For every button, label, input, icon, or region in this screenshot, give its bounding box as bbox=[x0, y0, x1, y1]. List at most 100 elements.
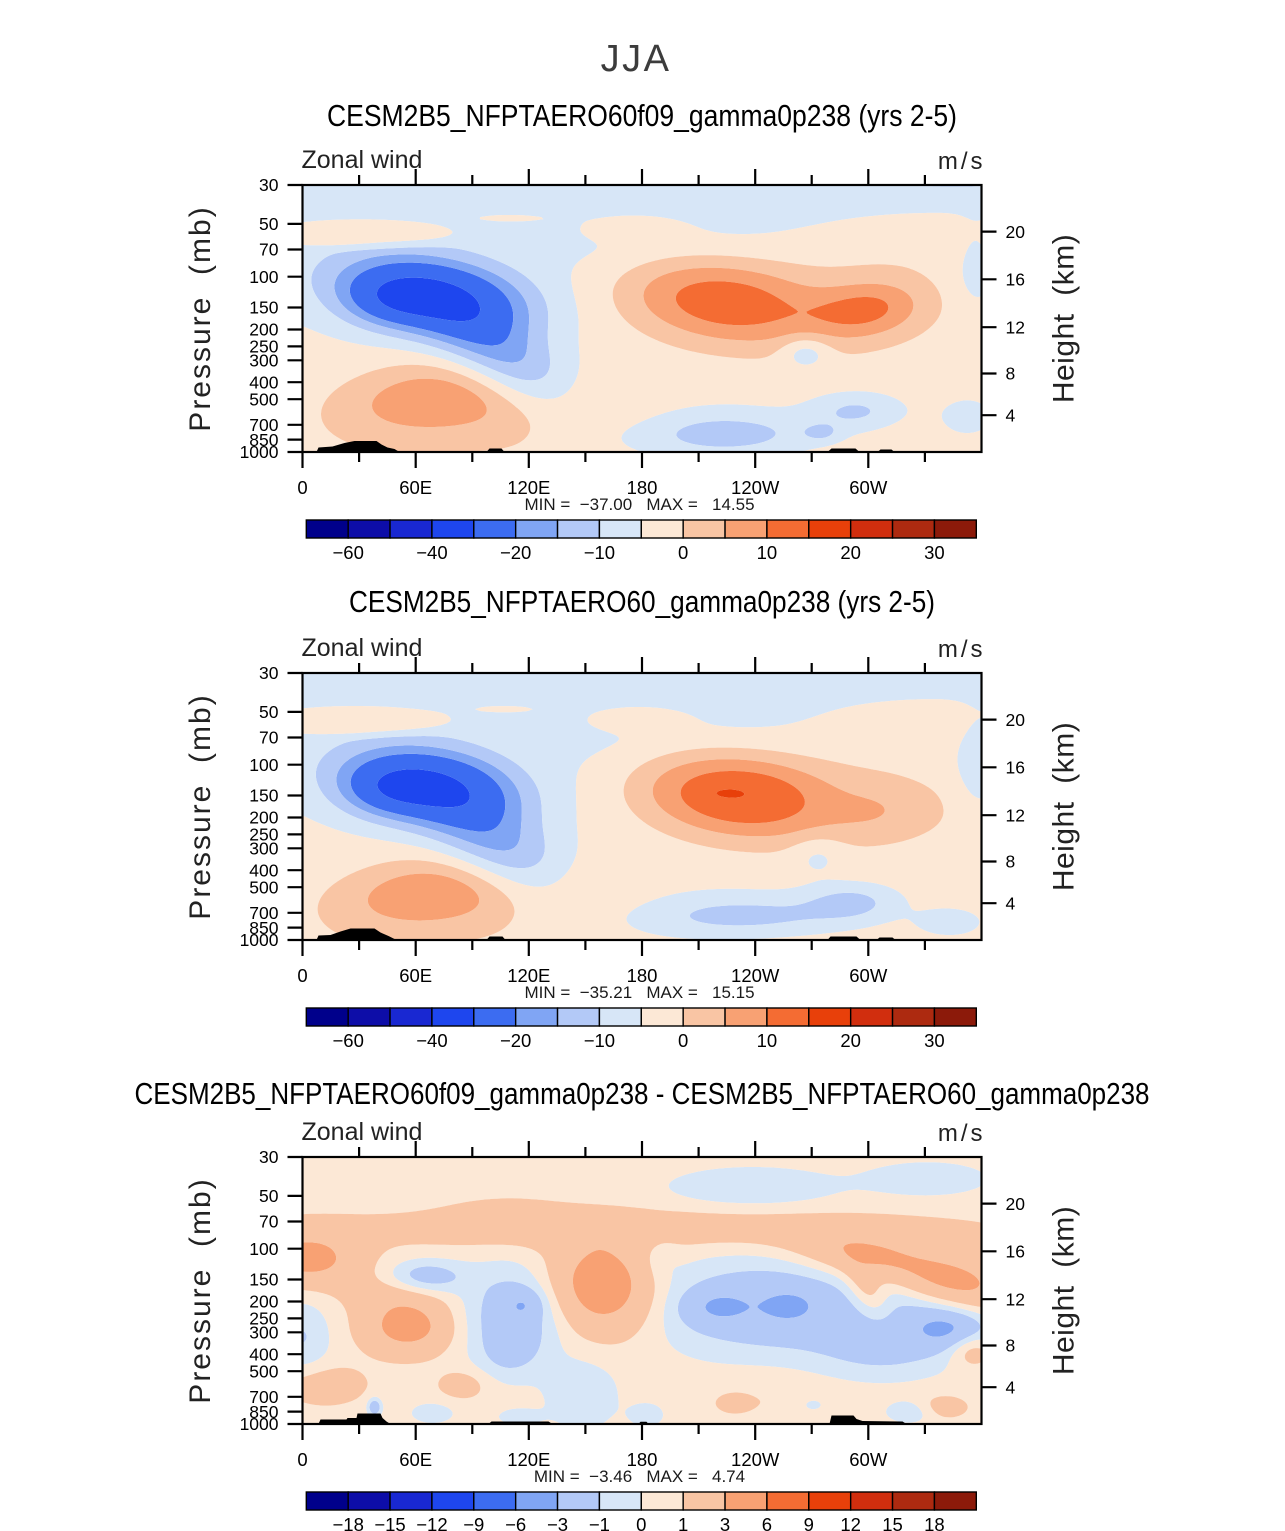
svg-text:8: 8 bbox=[1006, 1336, 1016, 1356]
svg-text:60W: 60W bbox=[849, 1449, 888, 1470]
svg-text:MIN = −37.00 MAX = 14.55: MIN = −37.00 MAX = 14.55 bbox=[524, 495, 754, 514]
svg-text:10: 10 bbox=[757, 1030, 778, 1051]
svg-text:200: 200 bbox=[249, 1292, 278, 1312]
svg-text:300: 300 bbox=[249, 351, 278, 371]
svg-text:50: 50 bbox=[259, 214, 279, 234]
svg-text:4: 4 bbox=[1006, 1377, 1016, 1397]
svg-text:60E: 60E bbox=[399, 477, 432, 498]
svg-text:−40: −40 bbox=[416, 542, 447, 563]
svg-text:4: 4 bbox=[1006, 405, 1016, 425]
svg-text:400: 400 bbox=[249, 1344, 278, 1364]
svg-text:120W: 120W bbox=[731, 1449, 780, 1470]
svg-text:60E: 60E bbox=[399, 965, 432, 986]
svg-text:150: 150 bbox=[249, 298, 278, 318]
svg-text:30: 30 bbox=[259, 663, 279, 683]
svg-text:−60: −60 bbox=[332, 542, 363, 563]
svg-text:250: 250 bbox=[249, 1309, 278, 1329]
svg-text:MIN = −3.46 MAX = 4.74: MIN = −3.46 MAX = 4.74 bbox=[534, 1467, 745, 1486]
svg-text:6: 6 bbox=[762, 1514, 772, 1531]
svg-text:0: 0 bbox=[297, 965, 307, 986]
svg-text:0: 0 bbox=[636, 1514, 646, 1531]
svg-text:−10: −10 bbox=[584, 1030, 615, 1051]
svg-text:400: 400 bbox=[249, 372, 278, 392]
svg-text:250: 250 bbox=[249, 825, 278, 845]
svg-text:850: 850 bbox=[249, 430, 278, 450]
svg-text:Height (km): Height (km) bbox=[1048, 234, 1081, 403]
svg-text:400: 400 bbox=[249, 860, 278, 880]
svg-text:Height (km): Height (km) bbox=[1048, 1206, 1081, 1375]
svg-text:3: 3 bbox=[720, 1514, 730, 1531]
svg-text:30: 30 bbox=[924, 542, 945, 563]
svg-text:−3: −3 bbox=[547, 1514, 568, 1531]
svg-text:50: 50 bbox=[259, 702, 279, 722]
svg-text:0: 0 bbox=[678, 542, 688, 563]
svg-text:70: 70 bbox=[259, 728, 279, 748]
svg-text:100: 100 bbox=[249, 755, 278, 775]
svg-text:150: 150 bbox=[249, 786, 278, 806]
svg-text:300: 300 bbox=[249, 1323, 278, 1343]
svg-text:180: 180 bbox=[627, 477, 658, 498]
svg-text:Zonal wind: Zonal wind bbox=[302, 1118, 423, 1146]
svg-text:500: 500 bbox=[249, 1361, 278, 1381]
svg-text:120W: 120W bbox=[731, 477, 780, 498]
svg-text:700: 700 bbox=[249, 903, 278, 923]
svg-text:−1: −1 bbox=[589, 1514, 610, 1531]
svg-text:120E: 120E bbox=[507, 477, 550, 498]
svg-text:180: 180 bbox=[627, 1449, 658, 1470]
svg-text:−12: −12 bbox=[416, 1514, 447, 1531]
svg-text:500: 500 bbox=[249, 877, 278, 897]
svg-text:0: 0 bbox=[297, 477, 307, 498]
svg-text:0: 0 bbox=[678, 1030, 688, 1051]
svg-text:8: 8 bbox=[1006, 852, 1016, 872]
svg-text:MIN = −35.21 MAX = 15.15: MIN = −35.21 MAX = 15.15 bbox=[524, 983, 754, 1002]
svg-text:CESM2B5_NFPTAERO60f09_gamma0p2: CESM2B5_NFPTAERO60f09_gamma0p238 - CESM2… bbox=[135, 1076, 1150, 1111]
svg-text:16: 16 bbox=[1006, 758, 1025, 778]
svg-text:500: 500 bbox=[249, 389, 278, 409]
svg-text:200: 200 bbox=[249, 808, 278, 828]
svg-text:−15: −15 bbox=[374, 1514, 405, 1531]
svg-text:Pressure (mb): Pressure (mb) bbox=[184, 693, 217, 919]
svg-text:120E: 120E bbox=[507, 1449, 550, 1470]
svg-text:Zonal wind: Zonal wind bbox=[302, 634, 423, 662]
svg-text:4: 4 bbox=[1006, 893, 1016, 913]
svg-text:200: 200 bbox=[249, 320, 278, 340]
svg-text:−20: −20 bbox=[500, 542, 531, 563]
svg-text:30: 30 bbox=[924, 1030, 945, 1051]
svg-text:700: 700 bbox=[249, 1387, 278, 1407]
svg-text:1000: 1000 bbox=[240, 1414, 279, 1434]
svg-text:150: 150 bbox=[249, 1270, 278, 1290]
svg-text:20: 20 bbox=[840, 1030, 861, 1051]
svg-text:850: 850 bbox=[249, 918, 278, 938]
svg-text:9: 9 bbox=[804, 1514, 814, 1531]
svg-text:−60: −60 bbox=[332, 1030, 363, 1051]
svg-text:850: 850 bbox=[249, 1402, 278, 1422]
svg-text:m/s: m/s bbox=[938, 148, 986, 175]
svg-text:30: 30 bbox=[259, 175, 279, 195]
svg-text:−18: −18 bbox=[332, 1514, 363, 1531]
svg-text:20: 20 bbox=[1006, 1194, 1026, 1214]
svg-text:10: 10 bbox=[757, 542, 778, 563]
svg-text:−6: −6 bbox=[505, 1514, 526, 1531]
svg-text:70: 70 bbox=[259, 1212, 279, 1232]
svg-text:12: 12 bbox=[1006, 1289, 1025, 1309]
svg-text:12: 12 bbox=[1006, 317, 1025, 337]
svg-text:100: 100 bbox=[249, 267, 278, 287]
svg-text:60E: 60E bbox=[399, 1449, 432, 1470]
svg-text:100: 100 bbox=[249, 1239, 278, 1259]
svg-text:Height (km): Height (km) bbox=[1048, 722, 1081, 891]
svg-text:12: 12 bbox=[1006, 805, 1025, 825]
svg-text:20: 20 bbox=[1006, 710, 1026, 730]
svg-text:1000: 1000 bbox=[240, 930, 279, 950]
svg-text:300: 300 bbox=[249, 839, 278, 859]
svg-text:20: 20 bbox=[1006, 222, 1026, 242]
svg-text:8: 8 bbox=[1006, 364, 1016, 384]
svg-text:20: 20 bbox=[840, 542, 861, 563]
svg-text:−40: −40 bbox=[416, 1030, 447, 1051]
svg-text:0: 0 bbox=[297, 1449, 307, 1470]
svg-text:12: 12 bbox=[840, 1514, 861, 1531]
svg-text:Pressure (mb): Pressure (mb) bbox=[184, 205, 217, 431]
svg-text:Zonal wind: Zonal wind bbox=[302, 146, 423, 174]
svg-text:70: 70 bbox=[259, 240, 279, 260]
svg-text:16: 16 bbox=[1006, 1242, 1025, 1262]
svg-text:−10: −10 bbox=[584, 542, 615, 563]
